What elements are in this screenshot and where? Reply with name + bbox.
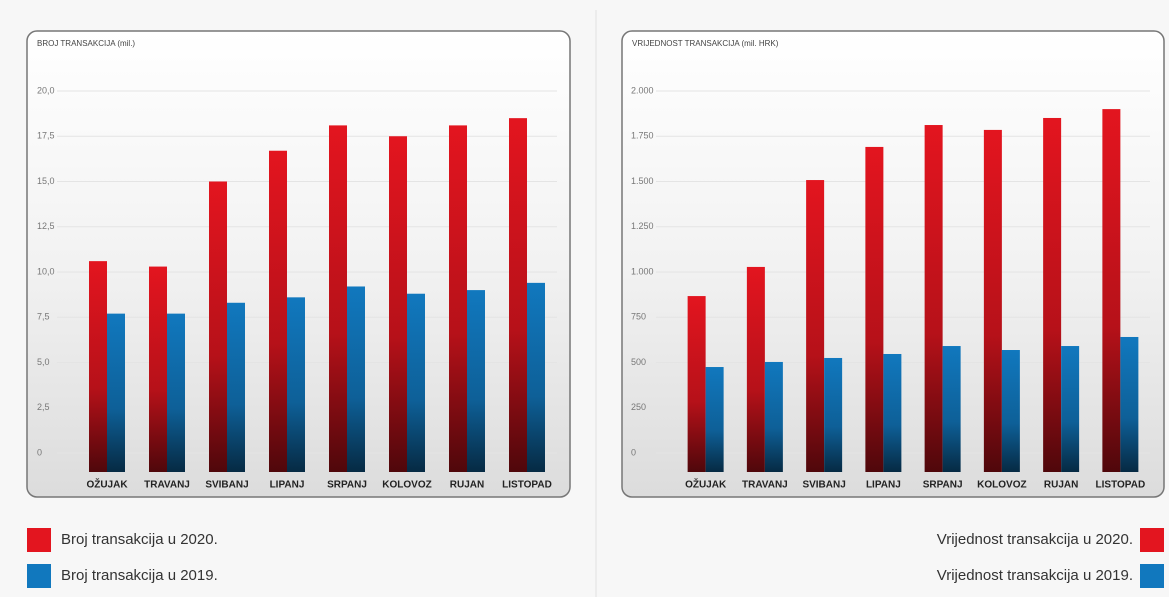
bar [865,146,884,472]
bar [1120,336,1139,472]
x-tick-label: OŽUJAK [685,478,727,491]
x-tick-label: LISTOPAD [1096,480,1146,491]
legend-label: Vrijednost transakcija u 2020. [937,531,1133,548]
bar [687,296,706,472]
x-tick-label: SVIBANJ [802,480,845,491]
bar [1061,346,1080,472]
x-tick-label: LIPANJ [866,480,901,491]
bar [269,150,287,473]
bar [883,353,902,472]
y-tick-label: 0 [631,447,636,457]
bar [1001,350,1020,472]
legend-swatch [27,564,51,588]
x-tick-label: SRPANJ [327,480,367,491]
legend-label: Broj transakcija u 2019. [61,567,218,584]
x-tick-label: RUJAN [450,480,484,491]
x-tick-label: TRAVANJ [742,480,788,491]
x-tick-label: KOLOVOZ [382,480,431,491]
y-tick-label: 15,0 [37,176,55,186]
y-tick-label: 1.250 [631,221,654,231]
bar [329,125,347,472]
bar [89,261,107,472]
chart-title: VRIJEDNOST TRANSAKCIJA (mil. HRK) [632,39,779,48]
bar [107,313,125,472]
x-tick-label: LIPANJ [270,480,305,491]
y-tick-label: 7,5 [37,312,50,322]
legend-swatch [1140,528,1164,552]
bar [149,266,167,472]
y-tick-label: 2.000 [631,85,654,95]
y-tick-label: 5,0 [37,357,50,367]
bar [509,118,527,473]
bar [227,302,245,472]
y-tick-label: 750 [631,312,646,322]
y-tick-label: 10,0 [37,266,55,276]
x-tick-label: RUJAN [1044,480,1078,491]
bar [389,136,407,472]
x-tick-label: LISTOPAD [502,480,552,491]
x-tick-label: KOLOVOZ [977,480,1026,491]
bar [983,129,1002,473]
bar [705,367,724,472]
y-tick-label: 2,5 [37,402,50,412]
bar [1043,117,1062,473]
bar [924,125,943,472]
bar [806,180,825,472]
bar [347,286,365,472]
x-tick-label: TRAVANJ [144,480,190,491]
y-tick-label: 1.750 [631,131,654,141]
chart-title: BROJ TRANSAKCIJA (mil.) [37,39,135,48]
bar [167,313,185,472]
bar [1102,109,1121,472]
bar [527,282,545,472]
y-tick-label: 1.500 [631,176,654,186]
y-tick-label: 12,5 [37,221,55,231]
bar [746,266,765,472]
bar [824,357,843,472]
bar [287,297,305,472]
legend-label: Broj transakcija u 2020. [61,531,218,548]
legend-swatch [1140,564,1164,588]
y-tick-label: 0 [37,447,42,457]
y-tick-label: 17,5 [37,131,55,141]
y-tick-label: 250 [631,402,646,412]
y-tick-label: 500 [631,357,646,367]
bar [764,361,783,472]
bar [407,293,425,472]
bar [209,181,227,472]
x-tick-label: SRPANJ [923,480,963,491]
bar [467,290,485,472]
y-tick-label: 1.000 [631,266,654,276]
legend-label: Vrijednost transakcija u 2019. [937,567,1133,584]
bar [449,125,467,472]
y-tick-label: 20,0 [37,85,55,95]
legend-swatch [27,528,51,552]
x-tick-label: SVIBANJ [205,480,248,491]
bar [942,346,961,472]
x-tick-label: OŽUJAK [86,478,128,491]
